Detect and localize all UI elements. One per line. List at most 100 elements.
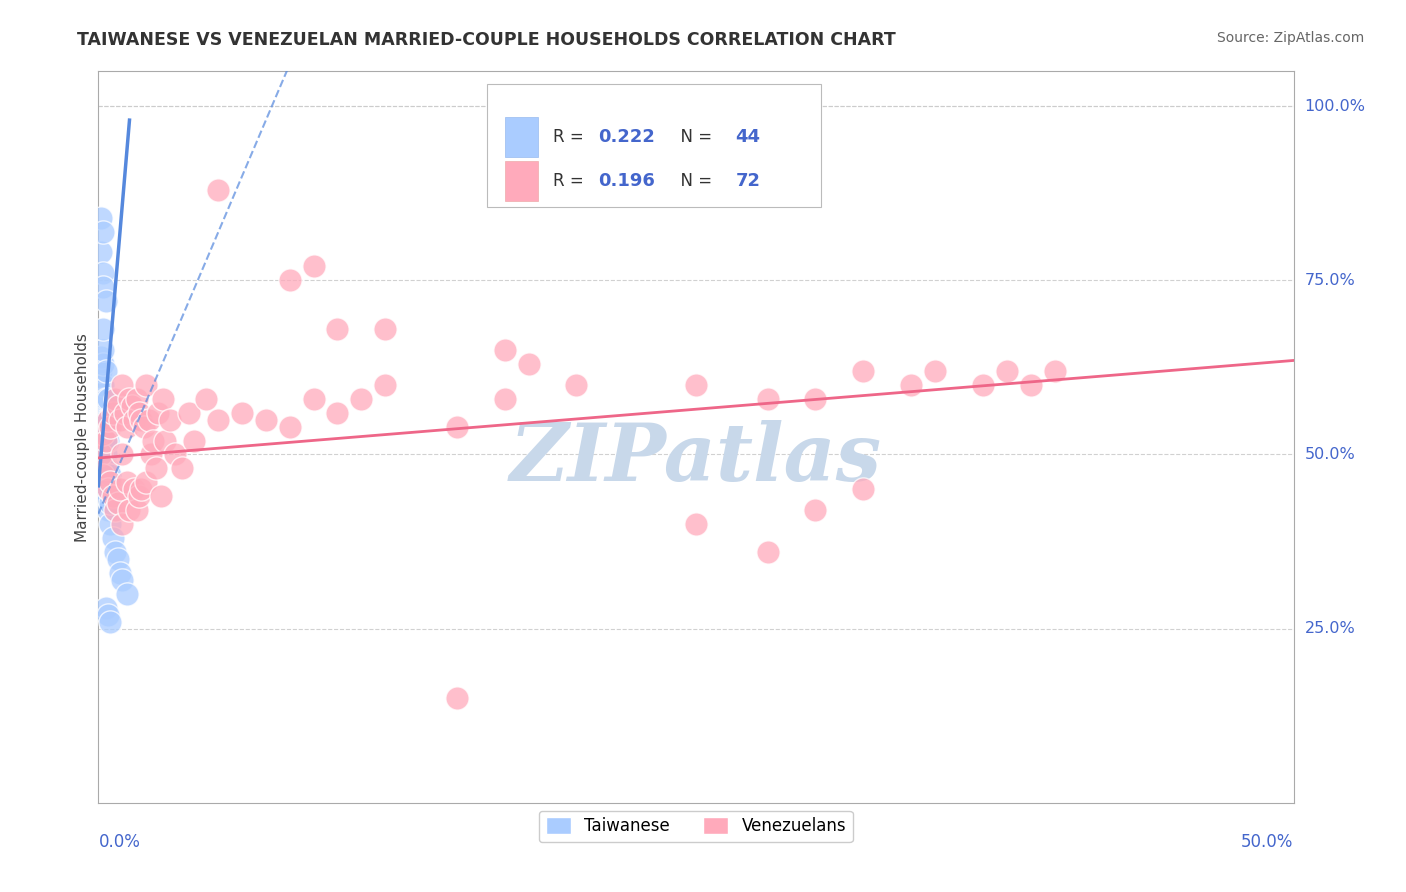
Point xyxy=(94,434,117,448)
Point xyxy=(121,399,143,413)
Point xyxy=(98,419,122,434)
Point xyxy=(97,483,120,497)
Point xyxy=(97,607,120,622)
Point xyxy=(326,406,349,420)
Point xyxy=(97,434,120,448)
Point xyxy=(91,377,114,392)
Point xyxy=(114,406,136,420)
Point xyxy=(128,406,150,420)
Point xyxy=(94,448,117,462)
Point xyxy=(148,406,170,420)
Point xyxy=(91,280,114,294)
Point xyxy=(97,412,120,426)
Text: 75.0%: 75.0% xyxy=(1305,273,1355,288)
Point xyxy=(94,294,117,309)
Point xyxy=(995,364,1018,378)
Point xyxy=(104,392,127,406)
Point xyxy=(97,503,120,517)
Point xyxy=(135,475,157,490)
Point xyxy=(94,461,117,475)
Point xyxy=(101,531,124,545)
Point xyxy=(924,364,946,378)
Point xyxy=(135,377,157,392)
Point xyxy=(278,419,301,434)
Point xyxy=(90,434,112,448)
Point xyxy=(91,322,114,336)
Text: 50.0%: 50.0% xyxy=(1241,833,1294,851)
Point xyxy=(494,343,516,357)
FancyBboxPatch shape xyxy=(505,161,538,202)
Point xyxy=(90,419,112,434)
Point xyxy=(207,412,229,426)
Text: 50.0%: 50.0% xyxy=(1305,447,1355,462)
Text: Source: ZipAtlas.com: Source: ZipAtlas.com xyxy=(1216,31,1364,45)
Point xyxy=(90,364,112,378)
Point xyxy=(101,489,124,503)
Point xyxy=(107,496,129,510)
Point xyxy=(804,503,827,517)
Point xyxy=(159,412,181,426)
Point xyxy=(91,392,114,406)
Point xyxy=(685,377,707,392)
Point xyxy=(326,322,349,336)
Point xyxy=(155,434,177,448)
Point xyxy=(111,377,134,392)
Point xyxy=(804,392,827,406)
Point xyxy=(108,412,131,426)
Point xyxy=(90,392,112,406)
Point xyxy=(852,364,875,378)
Point xyxy=(111,448,134,462)
Point xyxy=(374,322,396,336)
Point xyxy=(107,552,129,566)
Legend: Taiwanese, Venezuelans: Taiwanese, Venezuelans xyxy=(538,811,853,842)
Point xyxy=(94,364,117,378)
Point xyxy=(97,483,120,497)
Point xyxy=(1019,377,1042,392)
Point xyxy=(91,468,114,483)
Point xyxy=(163,448,186,462)
Point xyxy=(138,412,160,426)
Point xyxy=(972,377,994,392)
Point xyxy=(118,392,141,406)
Point xyxy=(756,545,779,559)
Point xyxy=(149,489,172,503)
Point xyxy=(302,260,325,274)
Point xyxy=(517,357,540,371)
Point xyxy=(97,392,120,406)
Point xyxy=(852,483,875,497)
FancyBboxPatch shape xyxy=(505,117,538,157)
Point xyxy=(98,496,122,510)
Point xyxy=(278,273,301,287)
Point xyxy=(90,245,112,260)
Point xyxy=(97,461,120,475)
Point xyxy=(108,483,131,497)
Point xyxy=(97,412,120,426)
FancyBboxPatch shape xyxy=(486,84,821,207)
Point xyxy=(756,392,779,406)
Point xyxy=(125,503,148,517)
Point xyxy=(90,211,112,225)
Point xyxy=(115,587,138,601)
Y-axis label: Married-couple Households: Married-couple Households xyxy=(75,333,90,541)
Point xyxy=(131,412,153,426)
Point xyxy=(195,392,218,406)
Point xyxy=(104,503,127,517)
Point xyxy=(374,377,396,392)
Point xyxy=(115,475,138,490)
Text: TAIWANESE VS VENEZUELAN MARRIED-COUPLE HOUSEHOLDS CORRELATION CHART: TAIWANESE VS VENEZUELAN MARRIED-COUPLE H… xyxy=(77,31,896,49)
Point xyxy=(90,448,112,462)
Point xyxy=(179,406,201,420)
Point xyxy=(125,392,148,406)
Point xyxy=(183,434,205,448)
Point xyxy=(90,448,112,462)
Point xyxy=(94,392,117,406)
Text: R =: R = xyxy=(553,128,589,146)
Point xyxy=(1043,364,1066,378)
Text: ZIPatlas: ZIPatlas xyxy=(510,420,882,498)
Point xyxy=(145,461,167,475)
Point xyxy=(91,461,114,475)
Point xyxy=(94,489,117,503)
Point xyxy=(91,266,114,280)
Point xyxy=(94,475,117,490)
Point xyxy=(107,399,129,413)
